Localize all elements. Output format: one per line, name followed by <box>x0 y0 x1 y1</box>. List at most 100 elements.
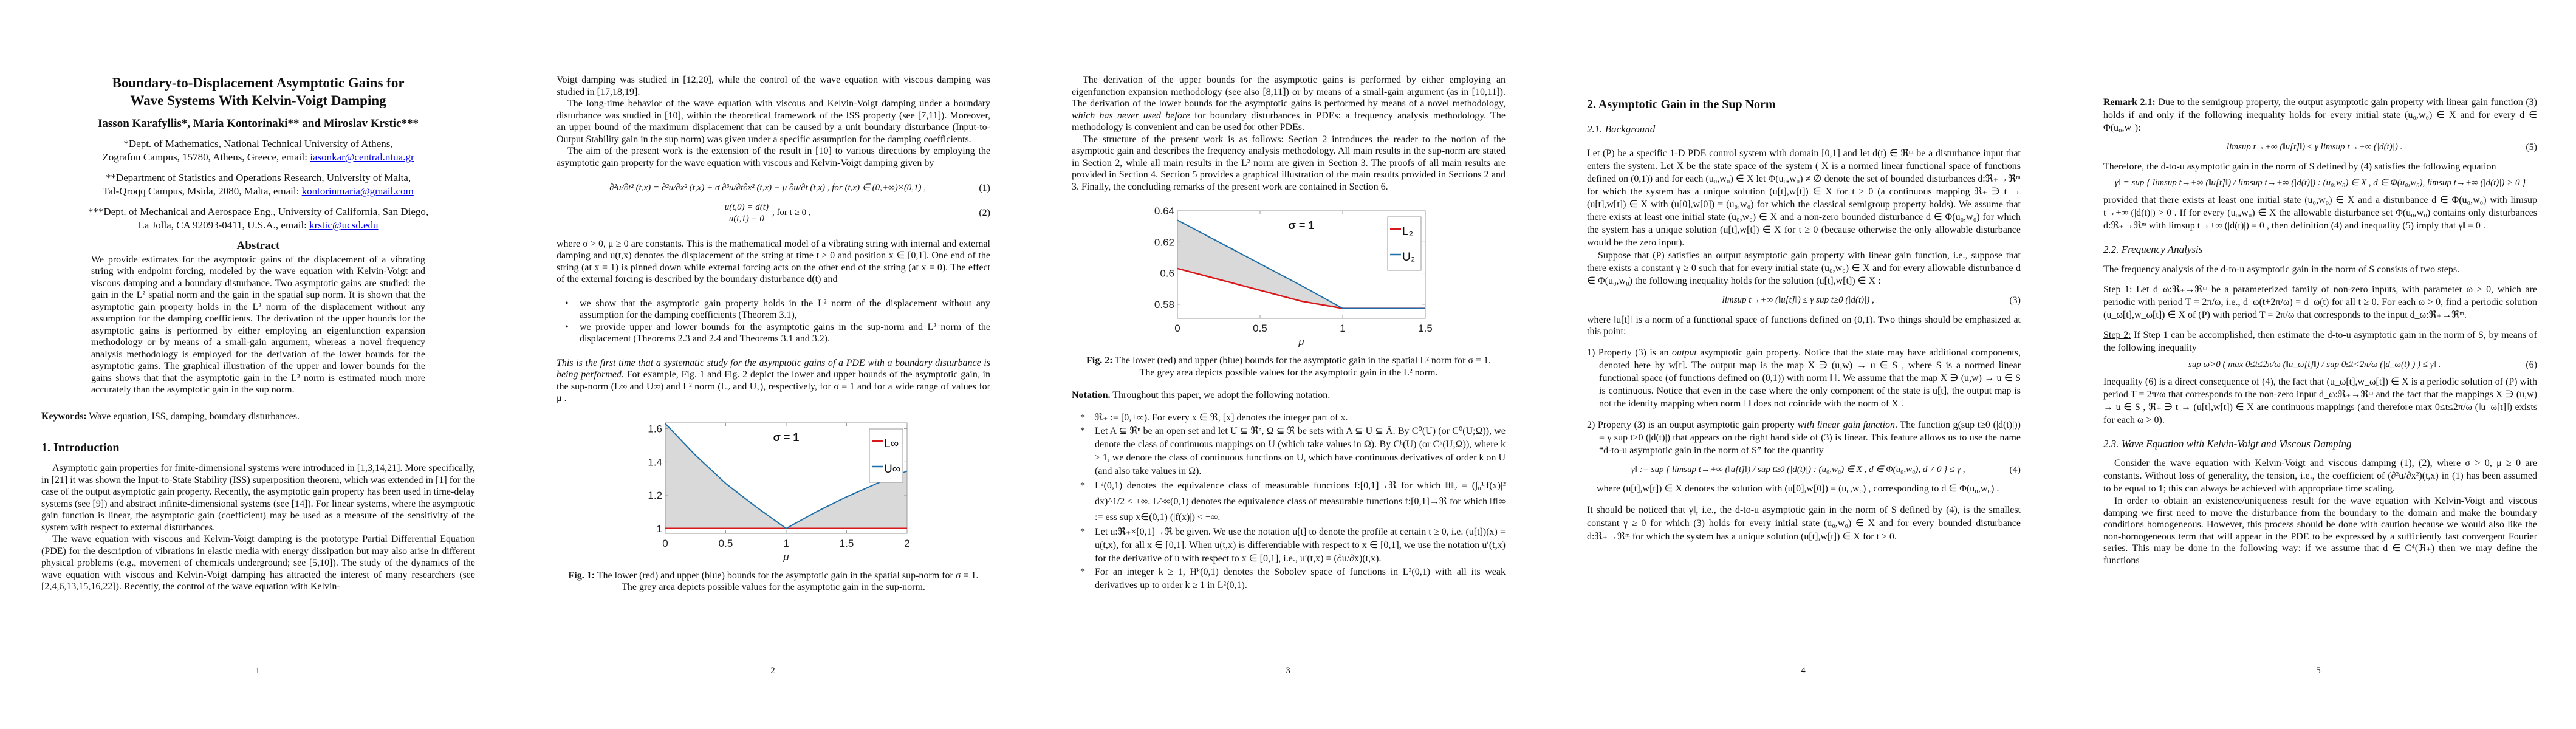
y-tick-label: 0.62 <box>1154 236 1174 248</box>
legend-box <box>869 428 903 482</box>
abstract-text: We provide estimates for the asymptotic … <box>91 254 425 395</box>
figure-caption: Fig. 1: The lower (red) and upper (blue)… <box>564 570 983 594</box>
equation-number: (5) <box>2526 142 2537 152</box>
body-text: where ‖u[t]‖ is a norm of a functional s… <box>1587 314 2021 337</box>
body-text: provided that there exists at least one … <box>2103 195 2537 231</box>
caption-text: The lower (red) and upper (blue) bounds … <box>1112 355 1491 378</box>
text: . The function g(sup t≥0 (|d(t)|)) = γ s… <box>1599 419 2021 456</box>
body-text: This is the first time that a systematic… <box>557 357 990 405</box>
remark-label: Remark 2.1: <box>2103 97 2156 108</box>
body-text: It should be noticed that γ‖, i.e., the … <box>1587 504 2021 542</box>
equation-6-row: sup ω>0 ( max 0≤t≤2π/ω (‖u_ω[t]‖) / sup … <box>2103 359 2537 371</box>
equation-2-row: u(t,0) = d(t) u(t,1) = 0 , for t ≥ 0 , (… <box>557 202 990 225</box>
list-item: * ℜ₊ := [0,+∞). For every x ∈ ℜ, [x] deno… <box>1072 411 1506 425</box>
keywords-text: Wave equation, ISS, damping, boundary di… <box>86 411 300 422</box>
page-number: 5 <box>2316 666 2321 676</box>
body-text: The derivation of the upper bounds for t… <box>1072 74 1506 193</box>
equation-gamma-row: γ‖ = sup { limsup t→+∞ (‖u[t]‖) / limsup… <box>2103 177 2537 189</box>
emphasis: with linear gain function <box>1797 419 1896 430</box>
list-item-text: Let A ⊆ ℜⁿ be an open set and let U ⊆ ℜⁿ… <box>1095 425 1506 476</box>
y-tick-label: 1.2 <box>648 490 662 501</box>
series-line-upper <box>1177 219 1425 309</box>
equation-number: (1) <box>979 183 990 193</box>
equation-number: (3) <box>2009 295 2021 306</box>
text: for boundary disturbances in PDEs: a fre… <box>1072 110 1506 133</box>
text: asymptotic gain property. Notice that th… <box>1599 347 2021 409</box>
section-heading: 2. Asymptotic Gain in the Sup Norm <box>1587 98 1776 111</box>
text: The derivation of the upper bounds for t… <box>1072 75 1506 109</box>
notation-label: Notation. <box>1072 390 1111 400</box>
y-tick-label: 1.6 <box>648 423 662 434</box>
list-item: 2) Property (3) is an output asymptotic … <box>1587 419 2021 457</box>
y-tick-label: 1 <box>657 522 662 534</box>
emphasis: This is the first time that a systematic… <box>557 357 990 380</box>
contribution-list: • we show that the asymptotic gain proper… <box>557 298 990 345</box>
bullet-icon: • <box>565 321 569 332</box>
paragraph: The wave equation with viscous and Kelvi… <box>41 534 475 592</box>
body-text: Voigt damping was studied in [12,20], wh… <box>557 74 990 169</box>
possible-values-area <box>665 423 907 529</box>
affiliation-3: ***Dept. of Mechanical and Aerospace Eng… <box>41 205 475 232</box>
list-item: • we provide upper and lower bounds for t… <box>557 321 990 345</box>
figure-2-chart: 0 0.5 1 1.5 0.58 0.6 0.62 0.64 σ = 1 L₂ U₂ μ <box>1154 205 1433 347</box>
list-item-text: For an integer k ≥ 1, Hᵏ(0,1) denotes th… <box>1095 566 1506 590</box>
page-2: Voigt damping was studied in [12,20], wh… <box>515 0 1030 729</box>
subsection-heading: 2.3. Wave Equation with Kelvin-Voigt and… <box>2103 438 2352 450</box>
y-tick-label: 1.4 <box>648 456 662 468</box>
text: If Step 1 can be accomplished, then esti… <box>2103 329 2538 353</box>
series-line-upper <box>665 423 908 529</box>
x-axis-label: μ <box>1298 336 1304 347</box>
equation-5-row: limsup t→+∞ (‖u[t]‖) ≤ γ limsup t→+∞ (|d… <box>2103 142 2537 154</box>
equation-2-cases: u(t,0) = d(t) u(t,1) = 0 <box>725 202 769 225</box>
equation-line: u(t,1) = 0 <box>728 213 764 224</box>
list-item: * L²(0,1) denotes the equivalence class o… <box>1072 478 1506 525</box>
abstract-heading: Abstract <box>236 239 280 252</box>
notation-intro: Notation. Throughout this paper, we adop… <box>1072 389 1506 402</box>
legend-box <box>1387 216 1422 271</box>
text: Throughout this paper, we adopt the foll… <box>1110 390 1331 400</box>
list-item-text: Let u:ℜ₊×[0,1]→ℜ be given. We use the no… <box>1095 526 1506 564</box>
email-link[interactable]: iasonkar@central.ntua.gr <box>310 151 414 163</box>
text: 1) Property (3) is an <box>1587 347 1672 358</box>
x-axis-label: μ <box>783 551 789 563</box>
equation-6: sup ω>0 ( max 0≤t≤2π/ω (‖u_ω[t]‖) / sup … <box>2188 359 2441 369</box>
step-1: Step 1: Let d_ω:ℜ₊→ℜᵐ be a parameterized… <box>2103 283 2537 321</box>
list-item-text: ℜ₊ := [0,+∞). For every x ∈ ℜ, [x] denot… <box>1095 412 1348 423</box>
asterisk-bullet-icon: * <box>1080 412 1085 423</box>
equation-number: (4) <box>2009 464 2021 475</box>
affiliation-line: *Dept. of Mathematics, National Technica… <box>123 137 393 149</box>
figure-label: Fig. 2: <box>1086 355 1113 366</box>
body-text: Consider the wave equation with Kelvin-V… <box>2103 458 2537 494</box>
email-link[interactable]: krstic@ucsd.edu <box>309 219 379 231</box>
paragraph: Voigt damping was studied in [12,20], wh… <box>557 75 990 97</box>
paper-title: Boundary-to-Displacement Asymptotic Gain… <box>41 74 475 109</box>
y-tick-label: 0.58 <box>1154 299 1174 310</box>
body-text: The frequency analysis of the d-to-u asy… <box>2103 264 2460 275</box>
equation-number: (2) <box>979 207 990 218</box>
email-link[interactable]: kontorinmaria@gmail.com <box>301 185 414 197</box>
figure-2: 0 0.5 1 1.5 0.58 0.6 0.62 0.64 σ = 1 L₂ U₂ μ <box>1072 204 1506 352</box>
body-text: In order to obtain an existence/uniquene… <box>2103 496 2537 566</box>
figure-1: 0 0.5 1 1.5 2 1 1.2 1.4 1.6 σ = 1 L∞ U∞ μ <box>557 416 990 567</box>
authors: Iasson Karafyllis*, Maria Kontorinaki** … <box>98 117 419 130</box>
body-text: Inequality (6) is a direct consequence o… <box>2103 377 2537 425</box>
paragraph: The derivation of the upper bounds for t… <box>1072 74 1506 134</box>
emphasis: output <box>1671 347 1697 358</box>
title-line: Boundary-to-Displacement Asymptotic Gain… <box>112 75 405 91</box>
possible-values-area <box>1177 220 1425 309</box>
list-item: * Let A ⊆ ℜⁿ be an open set and let U ⊆ ℜ… <box>1072 425 1506 478</box>
list-item: * Let u:ℜ₊×[0,1]→ℜ be given. We use the n… <box>1072 525 1506 566</box>
emphasis: which has never used before <box>1072 110 1190 121</box>
x-tick-label: 0.5 <box>1253 323 1267 334</box>
x-tick-label: 0 <box>1174 323 1180 334</box>
equation-number: (6) <box>2526 359 2537 370</box>
y-tick-label: 0.64 <box>1154 205 1174 217</box>
page-4: 2. Asymptotic Gain in the Sup Norm 2.1. … <box>1546 0 2061 729</box>
paragraph: For example, Fig. 1 and Fig. 2 depict th… <box>557 369 991 403</box>
figure-caption: Fig. 2: The lower (red) and upper (blue)… <box>1079 355 1498 378</box>
page-content: Remark 2.1: Due to the semigroup propert… <box>2103 96 2537 566</box>
intro-text: Asymptotic gain properties for finite-di… <box>41 462 475 593</box>
notation-list: * ℜ₊ := [0,+∞). For every x ∈ ℜ, [x] deno… <box>1072 411 1506 592</box>
affiliation-line: Zografou Campus, 15780, Athens, Greece, … <box>102 151 310 163</box>
page-content: 2. Asymptotic Gain in the Sup Norm 2.1. … <box>1587 97 2021 544</box>
